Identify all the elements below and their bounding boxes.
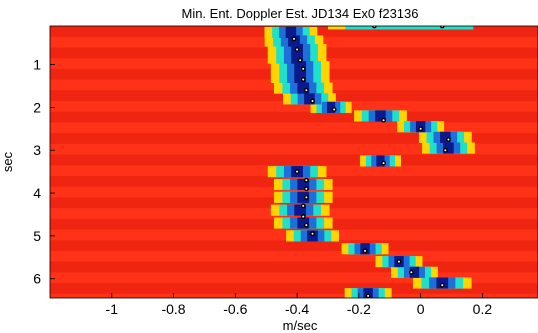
ridge-cell	[291, 52, 303, 64]
x-tick-label: 0.2	[473, 301, 493, 317]
x-axis: -1 -0.8 -0.6 -0.4 -0.2 0 0.2	[106, 293, 493, 317]
y-axis: 1 2 3 4 5 6	[33, 57, 55, 287]
x-tick-label: -0.2	[347, 301, 371, 317]
ridge-cell	[375, 110, 386, 122]
ridge-cell	[294, 61, 307, 73]
estimate-point-center	[410, 271, 413, 274]
heatmap-band	[50, 122, 538, 134]
x-tick-label: -0.4	[285, 301, 309, 317]
heatmap-band	[50, 154, 538, 166]
heatmap-band	[50, 133, 538, 145]
estimate-point-center	[398, 260, 401, 263]
x-axis-label: m/sec	[283, 318, 318, 333]
heatmap-band	[50, 250, 538, 263]
estimate-point-center	[447, 138, 450, 141]
ridge-cell	[285, 26, 297, 38]
ridge-cell	[409, 266, 420, 278]
estimate-point-center	[311, 99, 314, 102]
estimate-point-center	[311, 232, 314, 235]
estimate-point-center	[441, 284, 444, 287]
ridge-cell	[363, 288, 373, 298]
estimate-point-center	[364, 249, 367, 252]
heatmap-band	[50, 261, 538, 273]
y-tick-label: 1	[33, 57, 41, 73]
estimate-point-center	[305, 179, 308, 182]
plot-frame	[49, 25, 538, 299]
y-tick-label: 4	[33, 185, 41, 201]
y-tick-label: 6	[33, 271, 41, 287]
estimate-point-center	[299, 59, 302, 62]
estimate-point-center	[444, 149, 447, 152]
estimate-point-center	[305, 187, 308, 190]
heatmap-band	[50, 197, 538, 209]
heatmap-band	[50, 240, 538, 252]
ridge-cell	[294, 71, 307, 83]
estimate-point-center	[367, 294, 370, 297]
estimate-point-center	[302, 67, 305, 70]
y-tick-label: 2	[33, 99, 41, 115]
y-tick-label: 5	[33, 228, 41, 244]
estimate-point-center	[305, 224, 308, 227]
estimate-point-center	[293, 37, 295, 40]
estimate-point-center	[419, 127, 422, 130]
top-streak	[345, 26, 474, 30]
estimate-point-center	[296, 170, 299, 173]
ridge-cell	[294, 204, 307, 216]
ridge-cell	[440, 131, 451, 143]
ridge-cell	[297, 178, 310, 191]
x-tick-label: -1	[106, 301, 119, 317]
ridge-cell	[443, 142, 454, 154]
estimate-point-center	[382, 162, 385, 165]
ridge-cell	[376, 155, 385, 167]
estimate-point-center	[302, 204, 305, 207]
ridge-cell	[297, 82, 310, 94]
heatmap-band	[50, 100, 538, 113]
ridge-cell	[326, 101, 336, 113]
plot-area	[50, 26, 538, 298]
x-tick-label: -0.6	[223, 301, 247, 317]
estimate-point-center	[296, 48, 299, 51]
ridge-cell	[304, 93, 315, 105]
ridge-cell	[297, 217, 310, 229]
estimate-point-center	[333, 108, 336, 111]
estimate-point-center	[305, 196, 308, 199]
heatmap-band	[50, 272, 538, 284]
ridge-cell	[297, 191, 310, 203]
estimate-point-center	[382, 119, 385, 122]
heatmap-band	[50, 143, 538, 156]
estimate-point	[439, 26, 445, 29]
chart-title: Min. Ent. Doppler Est. JD134 Ex0 f23136	[181, 6, 418, 21]
x-tick-label: 0	[417, 301, 425, 317]
x-tick-label: -0.8	[161, 301, 185, 317]
y-tick-label: 3	[33, 142, 41, 158]
y-axis-label: sec	[0, 151, 15, 172]
estimate-point-center	[302, 78, 305, 81]
heatmap-band	[50, 283, 538, 295]
estimate-point	[371, 26, 377, 29]
estimate-point-center	[305, 89, 308, 92]
heatmap-band	[50, 293, 538, 298]
heatmap-band	[50, 111, 538, 123]
estimate-point-center	[302, 215, 305, 218]
